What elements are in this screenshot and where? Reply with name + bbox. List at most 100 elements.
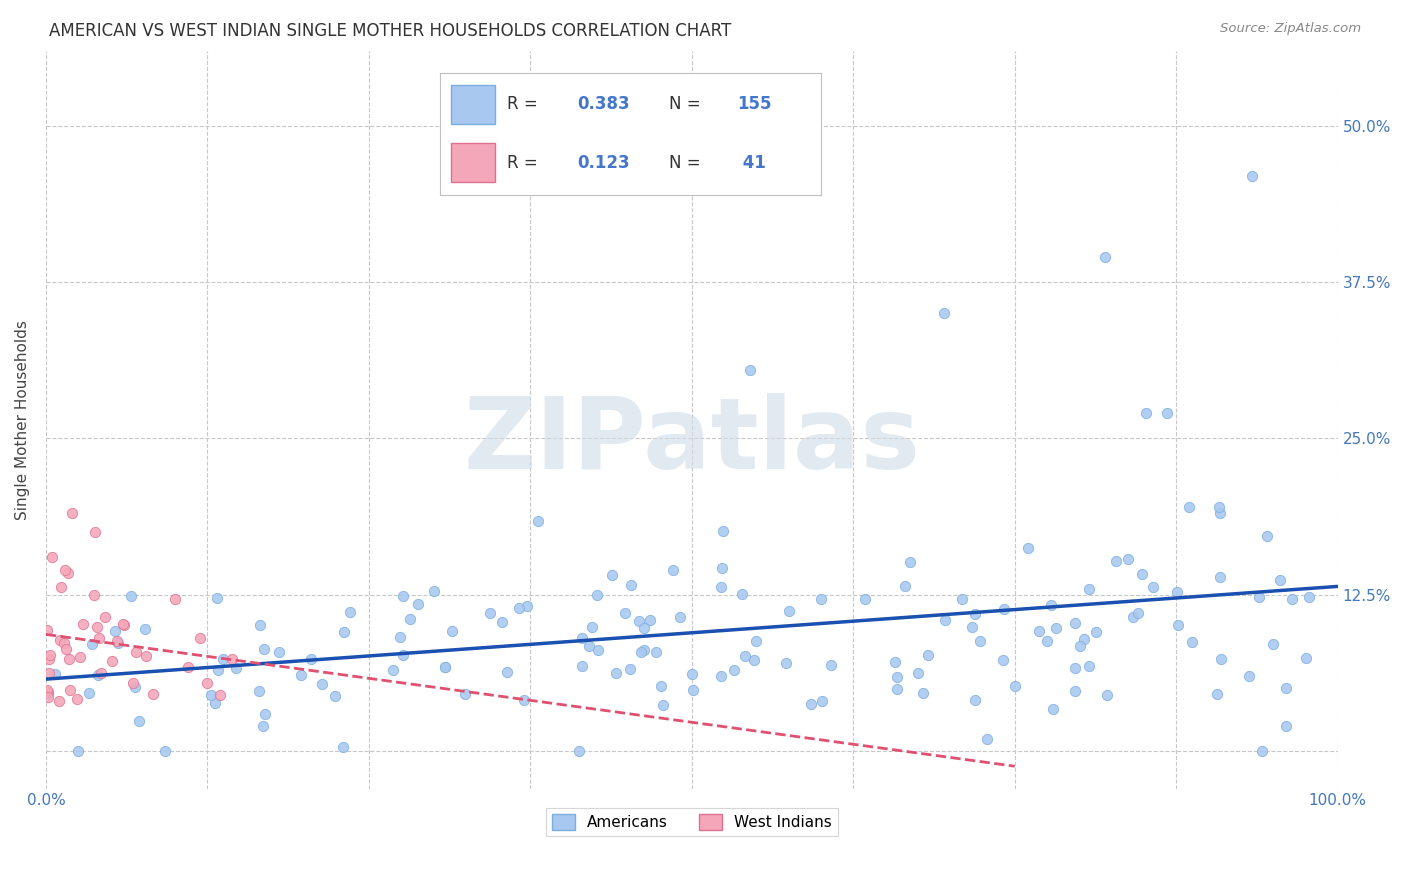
Point [1126,606,1149,620]
Point [993,653,1015,667]
Point [332,740,354,755]
Point [252,719,274,733]
Point [125,645,148,659]
Point [638,613,661,627]
Point [630,644,652,658]
Point [38,652,60,666]
Point [513,692,536,706]
Point [1122,610,1144,624]
Point [1036,634,1059,648]
Point [1268,574,1291,588]
Point [59,682,82,697]
Point [440,624,463,638]
Legend: Americans, West Indians: Americans, West Indians [546,808,838,836]
Point [60,507,83,521]
Point [810,693,832,707]
Point [165,591,187,606]
Point [44,667,66,681]
Y-axis label: Single Mother Households: Single Mother Households [15,319,30,519]
Point [204,696,226,710]
Point [651,698,673,712]
Point [249,618,271,632]
Point [571,659,593,673]
Point [121,675,143,690]
Point [134,622,156,636]
Point [433,659,456,673]
Point [39,648,62,662]
Point [195,676,218,690]
Point [669,610,692,624]
Point [682,683,704,698]
Point [650,679,672,693]
Point [578,639,600,653]
Point [53,563,76,577]
Point [1275,681,1298,696]
Point [1004,679,1026,693]
Point [1275,719,1298,733]
Point [633,621,655,635]
Point [1209,651,1232,665]
Point [454,687,477,701]
Point [51,580,73,594]
Point [1256,529,1278,543]
Point [267,645,290,659]
Text: AMERICAN VS WEST INDIAN SINGLE MOTHER HOUSEHOLDS CORRELATION CHART: AMERICAN VS WEST INDIAN SINGLE MOTHER HO… [49,22,731,40]
Point [225,661,247,675]
Point [1105,553,1128,567]
Point [1237,669,1260,683]
Point [620,578,643,592]
Point [1209,569,1232,583]
Point [516,599,538,613]
Point [101,655,124,669]
Point [37,686,59,700]
Point [894,579,917,593]
Point [177,660,200,674]
Point [83,588,105,602]
Point [571,631,593,645]
Point [853,591,876,606]
Point [49,633,72,648]
Point [508,601,530,615]
Point [681,667,703,681]
Point [84,525,107,540]
Point [66,692,89,706]
Point [734,648,756,663]
Point [1135,406,1157,420]
Point [645,644,668,658]
Point [86,619,108,633]
Point [207,663,229,677]
Point [932,306,955,320]
Text: ZIPatlas: ZIPatlas [464,393,921,491]
Point [1064,615,1087,630]
Point [1205,687,1227,701]
Point [588,643,610,657]
Point [205,591,228,605]
Point [711,561,734,575]
Point [221,652,243,666]
Point [87,632,110,646]
Point [339,605,361,619]
Point [1142,580,1164,594]
Point [568,744,591,758]
Point [311,677,333,691]
Point [976,732,998,747]
Point [94,610,117,624]
Point [1017,541,1039,556]
Point [1094,250,1116,264]
Point [1063,683,1085,698]
Point [120,589,142,603]
Point [778,604,800,618]
Point [965,693,987,707]
Point [710,669,733,683]
Point [37,623,59,637]
Point [745,633,768,648]
Point [41,550,63,565]
Point [406,598,429,612]
Point [810,591,832,606]
Point [912,686,935,700]
Point [1298,590,1320,604]
Point [37,683,59,698]
Point [1241,169,1264,183]
Point [1069,640,1091,654]
Point [962,620,984,634]
